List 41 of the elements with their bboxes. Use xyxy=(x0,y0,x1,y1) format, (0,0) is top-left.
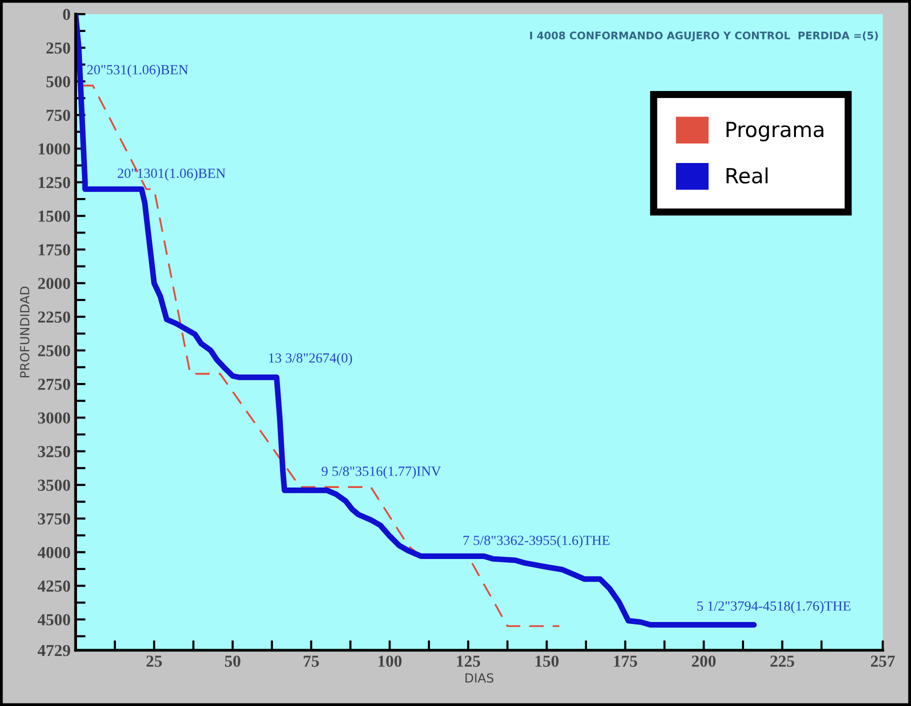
y-tick-label: 0 xyxy=(63,8,70,20)
annotation: 20"1301(1.06)BEN xyxy=(118,168,226,181)
legend-label: Programa xyxy=(726,122,824,142)
y-tick-label: 750 xyxy=(46,110,70,121)
y-tick-label: 3000 xyxy=(38,412,70,424)
y-tick-label: 4000 xyxy=(38,546,70,558)
annotation: 7 5/8"3362-3955(1.6)THE xyxy=(463,535,610,548)
y-tick-label: 3250 xyxy=(38,446,70,458)
y-tick-label: 4729 xyxy=(38,644,70,656)
x-tick-label: 75 xyxy=(304,656,319,667)
y-tick-label: 3500 xyxy=(38,480,70,491)
legend-label: Real xyxy=(726,167,768,184)
x-tick-label: 125 xyxy=(457,656,480,667)
y-tick-label: 500 xyxy=(46,76,70,88)
y-tick-label: 3750 xyxy=(38,513,70,524)
y-axis-title: PROFUNDIDAD xyxy=(20,286,30,378)
x-tick-label: 200 xyxy=(692,656,716,667)
x-axis-title: DIAS xyxy=(466,673,494,683)
annotation: 5 1/2"3794-4518(1.76)THE xyxy=(697,600,850,614)
y-tick-label: 1000 xyxy=(38,143,70,155)
annotation: 13 3/8"2674(0) xyxy=(269,352,352,366)
annotation: 20"531(1.06)BEN xyxy=(87,64,188,78)
x-tick-label: 100 xyxy=(378,656,402,667)
y-tick-label: 1250 xyxy=(38,176,70,188)
y-tick-label: 1500 xyxy=(38,210,70,222)
y-tick-label: 4250 xyxy=(38,580,70,592)
x-tick-label: 150 xyxy=(536,656,559,667)
text: I 4008 CONFORMANDO AGUJERO Y CONTROL PERDIDA =(5) xyxy=(530,31,878,42)
y-tick-label: 2250 xyxy=(38,311,70,323)
y-tick-label: 250 xyxy=(46,42,70,54)
x-tick-label: 25 xyxy=(146,656,162,667)
y-tick-label: 2750 xyxy=(38,378,70,390)
y-tick-label: 2000 xyxy=(38,278,70,290)
y-tick-label: 1750 xyxy=(38,244,70,256)
x-tick-label: 175 xyxy=(614,656,638,667)
annotation: 9 5/8"3516(1.77)INV xyxy=(322,466,441,479)
x-tick-label: 225 xyxy=(770,656,794,667)
y-tick-label: 2500 xyxy=(38,345,70,356)
x-tick-label: 257 xyxy=(870,656,895,667)
x-tick-label: 50 xyxy=(224,656,240,667)
y-tick-label: 4500 xyxy=(38,614,70,626)
